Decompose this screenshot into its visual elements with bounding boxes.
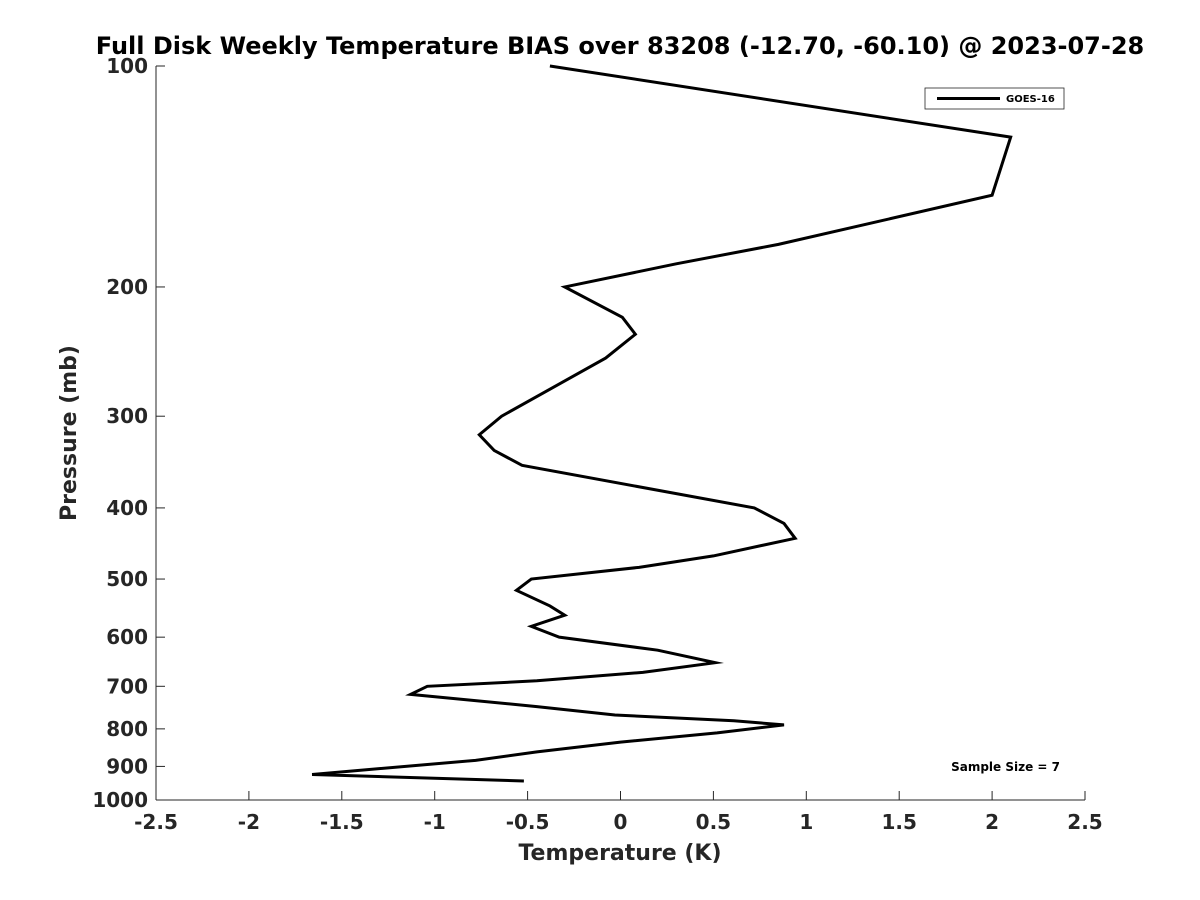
chart-title: Full Disk Weekly Temperature BIAS over 8…	[96, 32, 1144, 60]
plot-area-background	[156, 66, 1085, 800]
y-axis-ticks: 100 200 300 400 500 600 700 800 900 1000	[92, 54, 165, 812]
x-tick-label: -1	[424, 810, 446, 834]
x-tick-label: 1	[799, 810, 813, 834]
series-layer	[311, 64, 1013, 783]
y-tick-label: 700	[106, 674, 148, 698]
x-axis-ticks: -2.5 -2 -1.5 -1 -0.5 0 0.5 1 1.5 2 2.5	[134, 791, 1103, 834]
x-tick-label: -0.5	[506, 810, 550, 834]
y-tick-label: 200	[106, 275, 148, 299]
plot-area-group	[155, 66, 1085, 801]
sample-size-annotation: Sample Size = 7	[951, 760, 1060, 774]
series-line-goes-16	[311, 64, 1013, 783]
legend-label: GOES-16	[1006, 94, 1055, 105]
y-tick-label: 900	[106, 754, 148, 778]
y-tick-label: 400	[106, 496, 148, 520]
y-tick-label: 500	[106, 567, 148, 591]
x-tick-label: 0.5	[696, 810, 731, 834]
y-tick-label: 300	[106, 404, 148, 428]
x-tick-label: 2.5	[1067, 810, 1102, 834]
legend: GOES-16	[924, 87, 1065, 110]
x-tick-label: 2	[985, 810, 999, 834]
x-tick-label: -2.5	[134, 810, 178, 834]
x-tick-label: -2	[238, 810, 260, 834]
x-tick-label: 1.5	[881, 810, 916, 834]
y-tick-label: 100	[106, 54, 148, 78]
x-tick-label: 0	[614, 810, 628, 834]
y-tick-label: 800	[106, 717, 148, 741]
y-tick-label: 1000	[92, 788, 148, 812]
x-axis-title: Temperature (K)	[518, 841, 721, 866]
x-tick-label: -1.5	[320, 810, 364, 834]
y-tick-label: 600	[106, 625, 148, 649]
y-axis-title: Pressure (mb)	[57, 345, 82, 521]
